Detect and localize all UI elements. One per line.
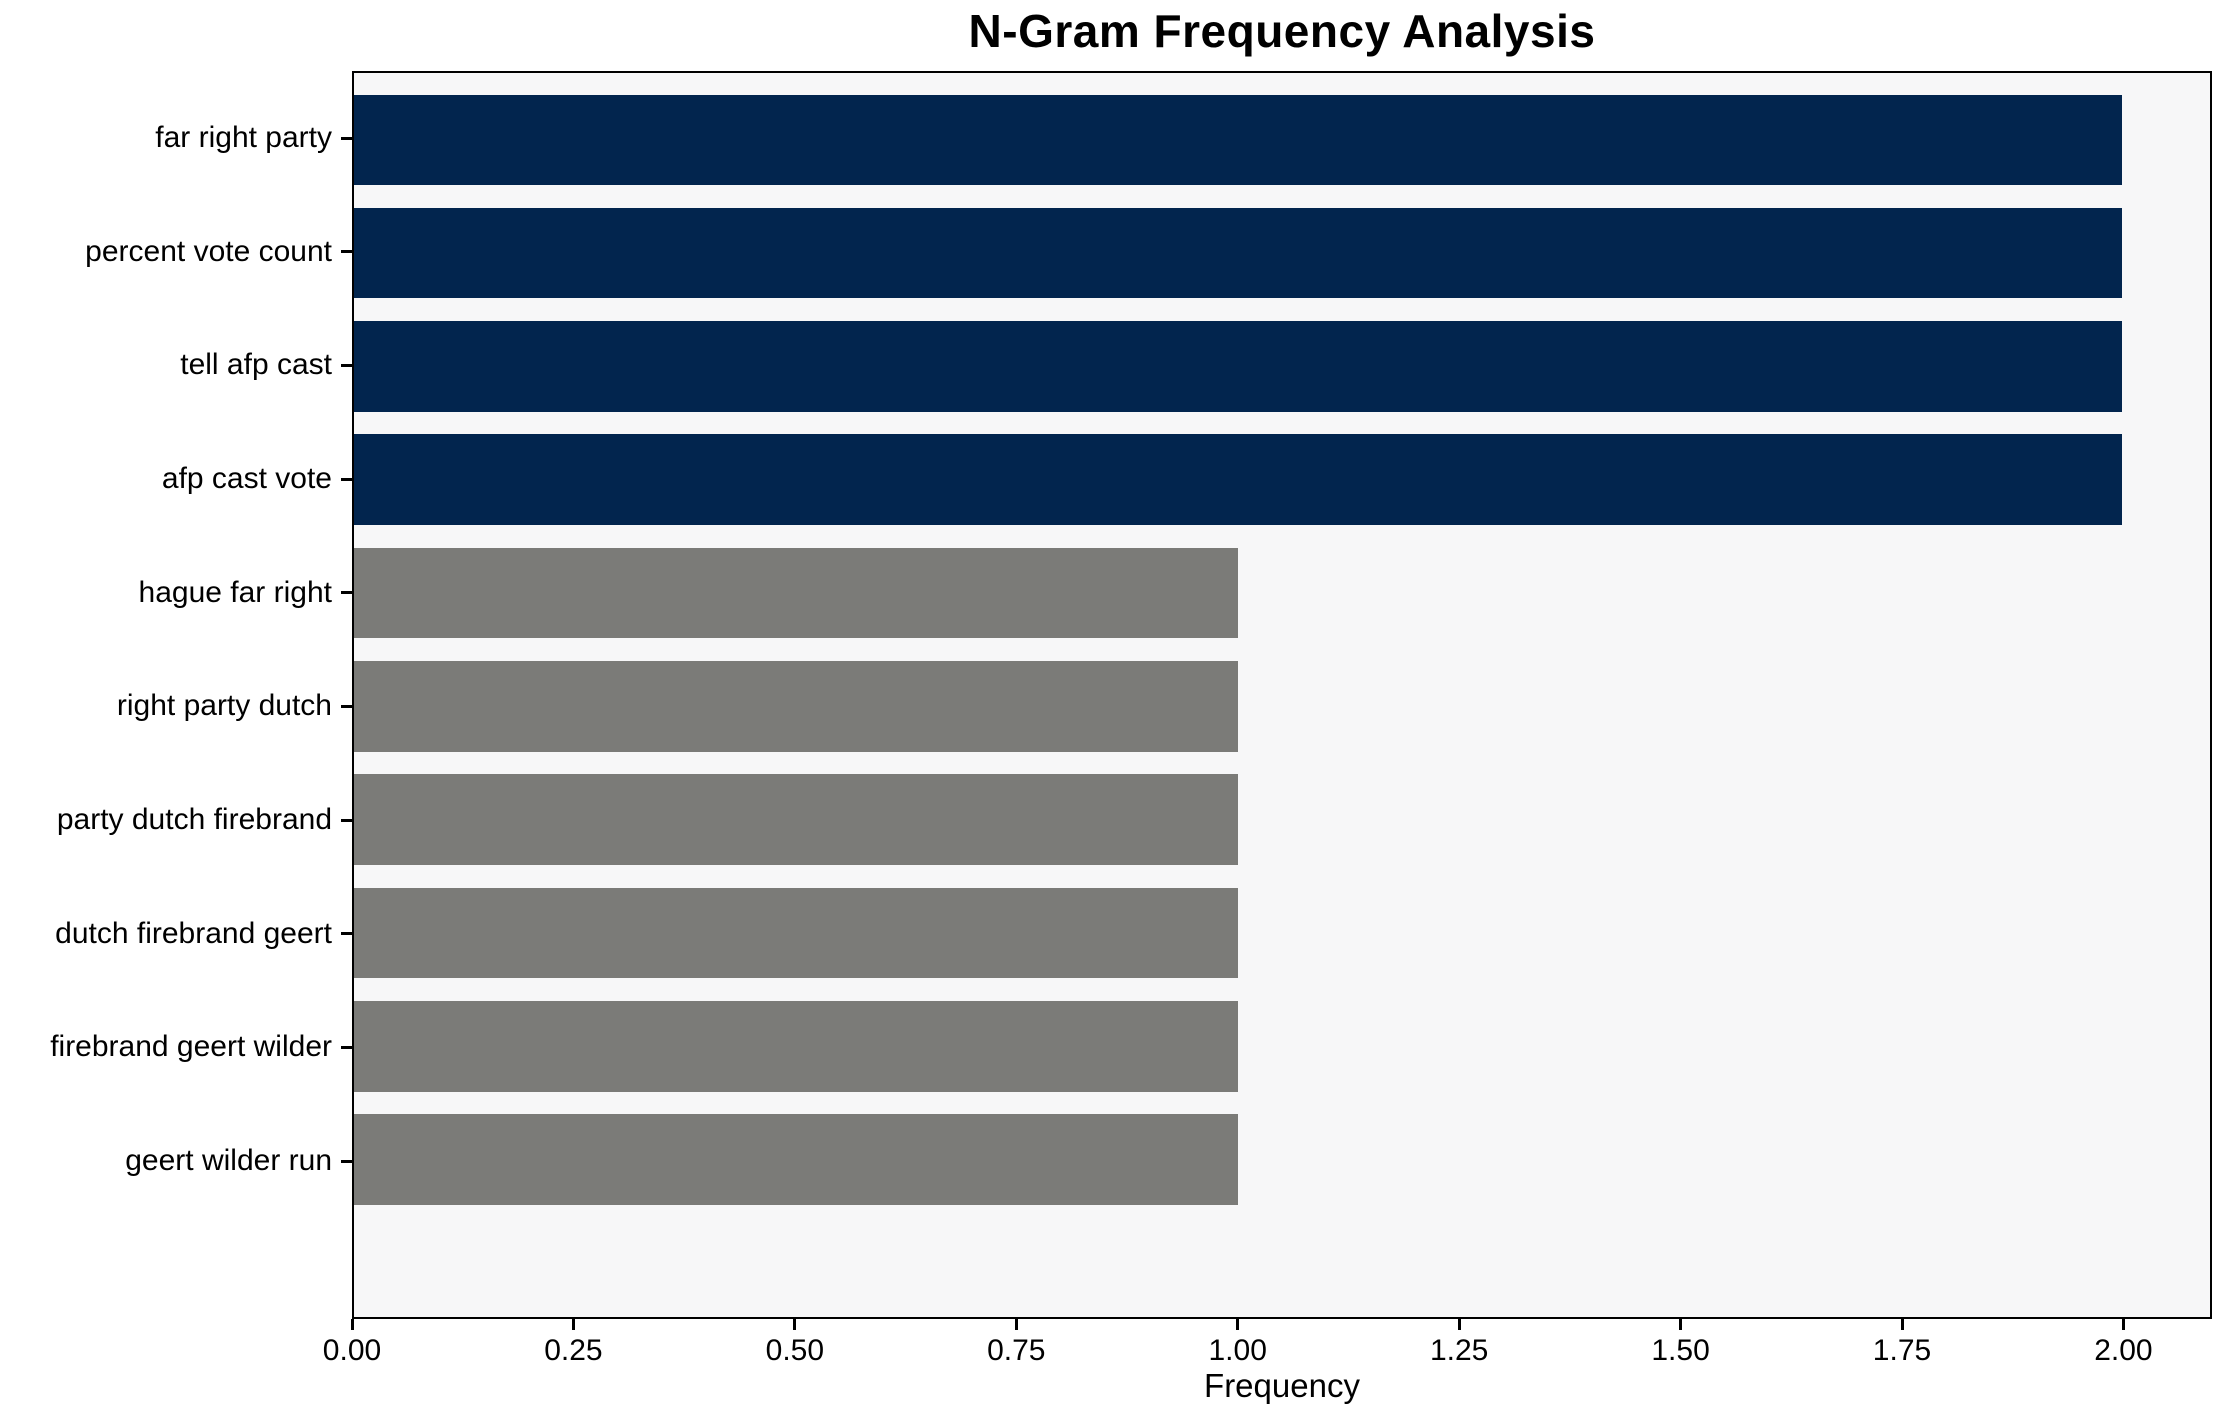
x-tick-label: 0.75 (987, 1334, 1046, 1367)
x-tick-mark (571, 1319, 575, 1330)
y-tick-label: percent vote count (85, 234, 332, 268)
x-tick-label: 0.00 (322, 1334, 382, 1367)
bar-firebrand-geert-wilder (354, 1000, 1238, 1092)
y-tick-label: dutch firebrand geert (55, 916, 332, 950)
x-tick-mark (1457, 1319, 1461, 1330)
bar-percent-vote-count (354, 207, 2122, 299)
x-tick-mark (793, 1319, 797, 1330)
y-tick-label: party dutch firebrand (56, 803, 332, 837)
y-tick-mark (341, 818, 352, 822)
x-tick-label: 1.00 (1208, 1334, 1267, 1367)
y-tick-label: far right party (155, 121, 332, 155)
x-tick-mark (1679, 1319, 1683, 1330)
x-tick-label: 1.25 (1429, 1334, 1489, 1367)
x-axis-title: Frequency (1204, 1367, 1360, 1404)
y-tick-label: geert wilder run (125, 1144, 332, 1177)
bar-hague-far-right (354, 547, 1238, 639)
y-tick-label: firebrand geert wilder (50, 1030, 332, 1064)
y-tick-mark (341, 136, 352, 140)
bar-party-dutch-firebrand (354, 774, 1238, 865)
x-tick-label: 0.25 (544, 1334, 603, 1367)
plot-area (352, 71, 2212, 1319)
x-tick-mark (1236, 1319, 1240, 1330)
bar-right-party-dutch (354, 661, 1238, 752)
x-tick-label: 2.00 (2094, 1334, 2153, 1367)
y-tick-mark (341, 363, 352, 367)
y-tick-mark (341, 1159, 352, 1163)
x-tick-mark (1014, 1319, 1018, 1330)
y-tick-label: afp cast vote (161, 462, 332, 496)
y-tick-mark (341, 477, 352, 481)
bar-geert-wilder-run (354, 1114, 1238, 1205)
bar-dutch-firebrand-geert (354, 887, 1238, 979)
x-tick-label: 1.75 (1872, 1334, 1932, 1367)
y-tick-label: hague far right (138, 575, 332, 609)
x-tick-label: 1.50 (1651, 1334, 1710, 1367)
y-tick-mark (341, 250, 352, 254)
x-tick-mark (1900, 1319, 1904, 1330)
chart-title: N-Gram Frequency Analysis (968, 5, 1596, 57)
y-tick-mark (341, 591, 352, 595)
y-tick-mark (341, 704, 352, 708)
bar-afp-cast-vote (354, 434, 2122, 526)
y-tick-mark (341, 1045, 352, 1049)
bar-far-right-party (354, 94, 2122, 186)
y-tick-label: tell afp cast (180, 348, 332, 382)
y-tick-label: right party dutch (116, 689, 332, 723)
x-tick-mark (2121, 1319, 2125, 1330)
y-tick-mark (341, 932, 352, 936)
x-tick-mark (350, 1319, 354, 1330)
bar-tell-afp-cast (354, 321, 2122, 412)
x-tick-label: 0.50 (765, 1334, 825, 1367)
